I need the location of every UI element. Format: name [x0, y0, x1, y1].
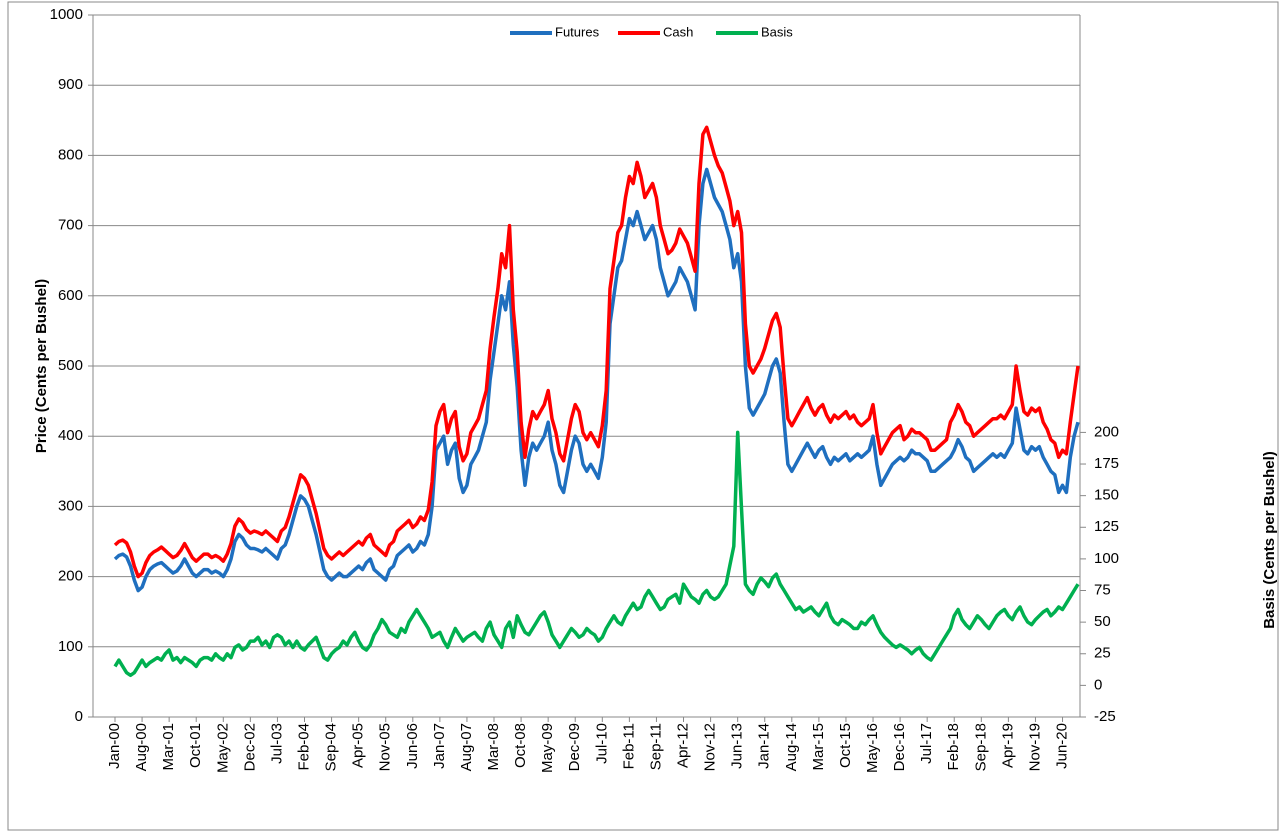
- y2-tick-label: 125: [1094, 518, 1119, 535]
- y2-tick-label: 75: [1094, 581, 1111, 598]
- x-tick-label: Sep-04: [323, 723, 340, 771]
- x-tick-label: Jun-13: [729, 723, 746, 769]
- x-tick-label: Nov-12: [702, 723, 719, 771]
- y-tick-label: 800: [58, 146, 83, 163]
- y-tick-label: 1000: [50, 6, 83, 23]
- x-tick-label: Jun-20: [1053, 723, 1070, 769]
- x-tick-label: Sep-18: [972, 723, 989, 771]
- x-tick-label: Jul-03: [268, 723, 285, 764]
- y2-tick-label: 150: [1094, 487, 1119, 504]
- series-line: [113, 167, 1080, 593]
- x-tick-label: Feb-18: [945, 723, 962, 771]
- y-axis-title: Price (Cents per Bushel): [33, 279, 50, 453]
- legend-label: Cash: [663, 24, 693, 39]
- x-tick-label: Jan-14: [756, 723, 773, 769]
- x-tick-label: Jun-06: [404, 723, 421, 769]
- x-tick-label: Jul-17: [918, 723, 935, 764]
- x-tick-label: Aug-00: [133, 723, 150, 771]
- y-tick-label: 300: [58, 497, 83, 514]
- x-tick-label: Apr-19: [999, 723, 1016, 768]
- x-tick-label: Apr-05: [350, 723, 367, 768]
- y2-axis-title: Basis (Cents per Bushel): [1261, 451, 1278, 629]
- x-tick-label: May-09: [539, 723, 556, 773]
- y2-tick-label: 175: [1094, 455, 1119, 472]
- x-tick-label: May-16: [864, 723, 881, 773]
- x-tick-label: Dec-02: [241, 723, 258, 771]
- legend-label: Basis: [761, 24, 793, 39]
- y2-tick-label: 100: [1094, 550, 1119, 567]
- x-tick-label: Mar-08: [485, 723, 502, 771]
- x-tick-label: Feb-04: [295, 723, 312, 771]
- x-tick-label: Jan-00: [106, 723, 123, 769]
- y2-tick-label: 0: [1094, 676, 1102, 693]
- x-tick-label: Sep-11: [647, 723, 664, 770]
- x-tick-label: Feb-11: [620, 723, 637, 769]
- x-tick-label: Aug-14: [783, 723, 800, 771]
- chart-frame: [7, 1, 1279, 831]
- series-line: [113, 125, 1080, 579]
- x-tick-label: Oct-01: [187, 723, 204, 768]
- x-tick-label: Aug-07: [458, 723, 475, 771]
- y2-tick-label: -25: [1094, 708, 1116, 725]
- legend-label: Futures: [555, 24, 600, 39]
- x-tick-label: Apr-12: [674, 723, 691, 768]
- y2-tick-label: 25: [1094, 645, 1111, 662]
- x-tick-label: Jan-07: [431, 723, 448, 769]
- x-tick-label: Mar-15: [810, 723, 827, 771]
- x-tick-label: May-02: [214, 723, 231, 773]
- x-tick-label: Nov-05: [377, 723, 394, 771]
- y-tick-label: 500: [58, 357, 83, 374]
- x-tick-label: Nov-19: [1026, 723, 1043, 771]
- x-tick-label: Mar-01: [160, 723, 177, 771]
- x-tick-label: Dec-09: [566, 723, 583, 771]
- x-tick-label: Jul-10: [593, 723, 610, 764]
- x-tick-label: Dec-16: [891, 723, 908, 771]
- y2-tick-label: 50: [1094, 613, 1111, 630]
- y-tick-label: 600: [58, 287, 83, 304]
- y-tick-label: 400: [58, 427, 83, 444]
- y-tick-label: 100: [58, 638, 83, 655]
- y-tick-label: 200: [58, 568, 83, 585]
- y2-tick-label: 200: [1094, 423, 1119, 440]
- series-line: [113, 430, 1080, 678]
- y-tick-label: 900: [58, 76, 83, 93]
- x-tick-label: Oct-15: [837, 723, 854, 768]
- y-tick-label: 0: [75, 708, 83, 725]
- x-tick-label: Oct-08: [512, 723, 529, 768]
- y-tick-label: 700: [58, 217, 83, 234]
